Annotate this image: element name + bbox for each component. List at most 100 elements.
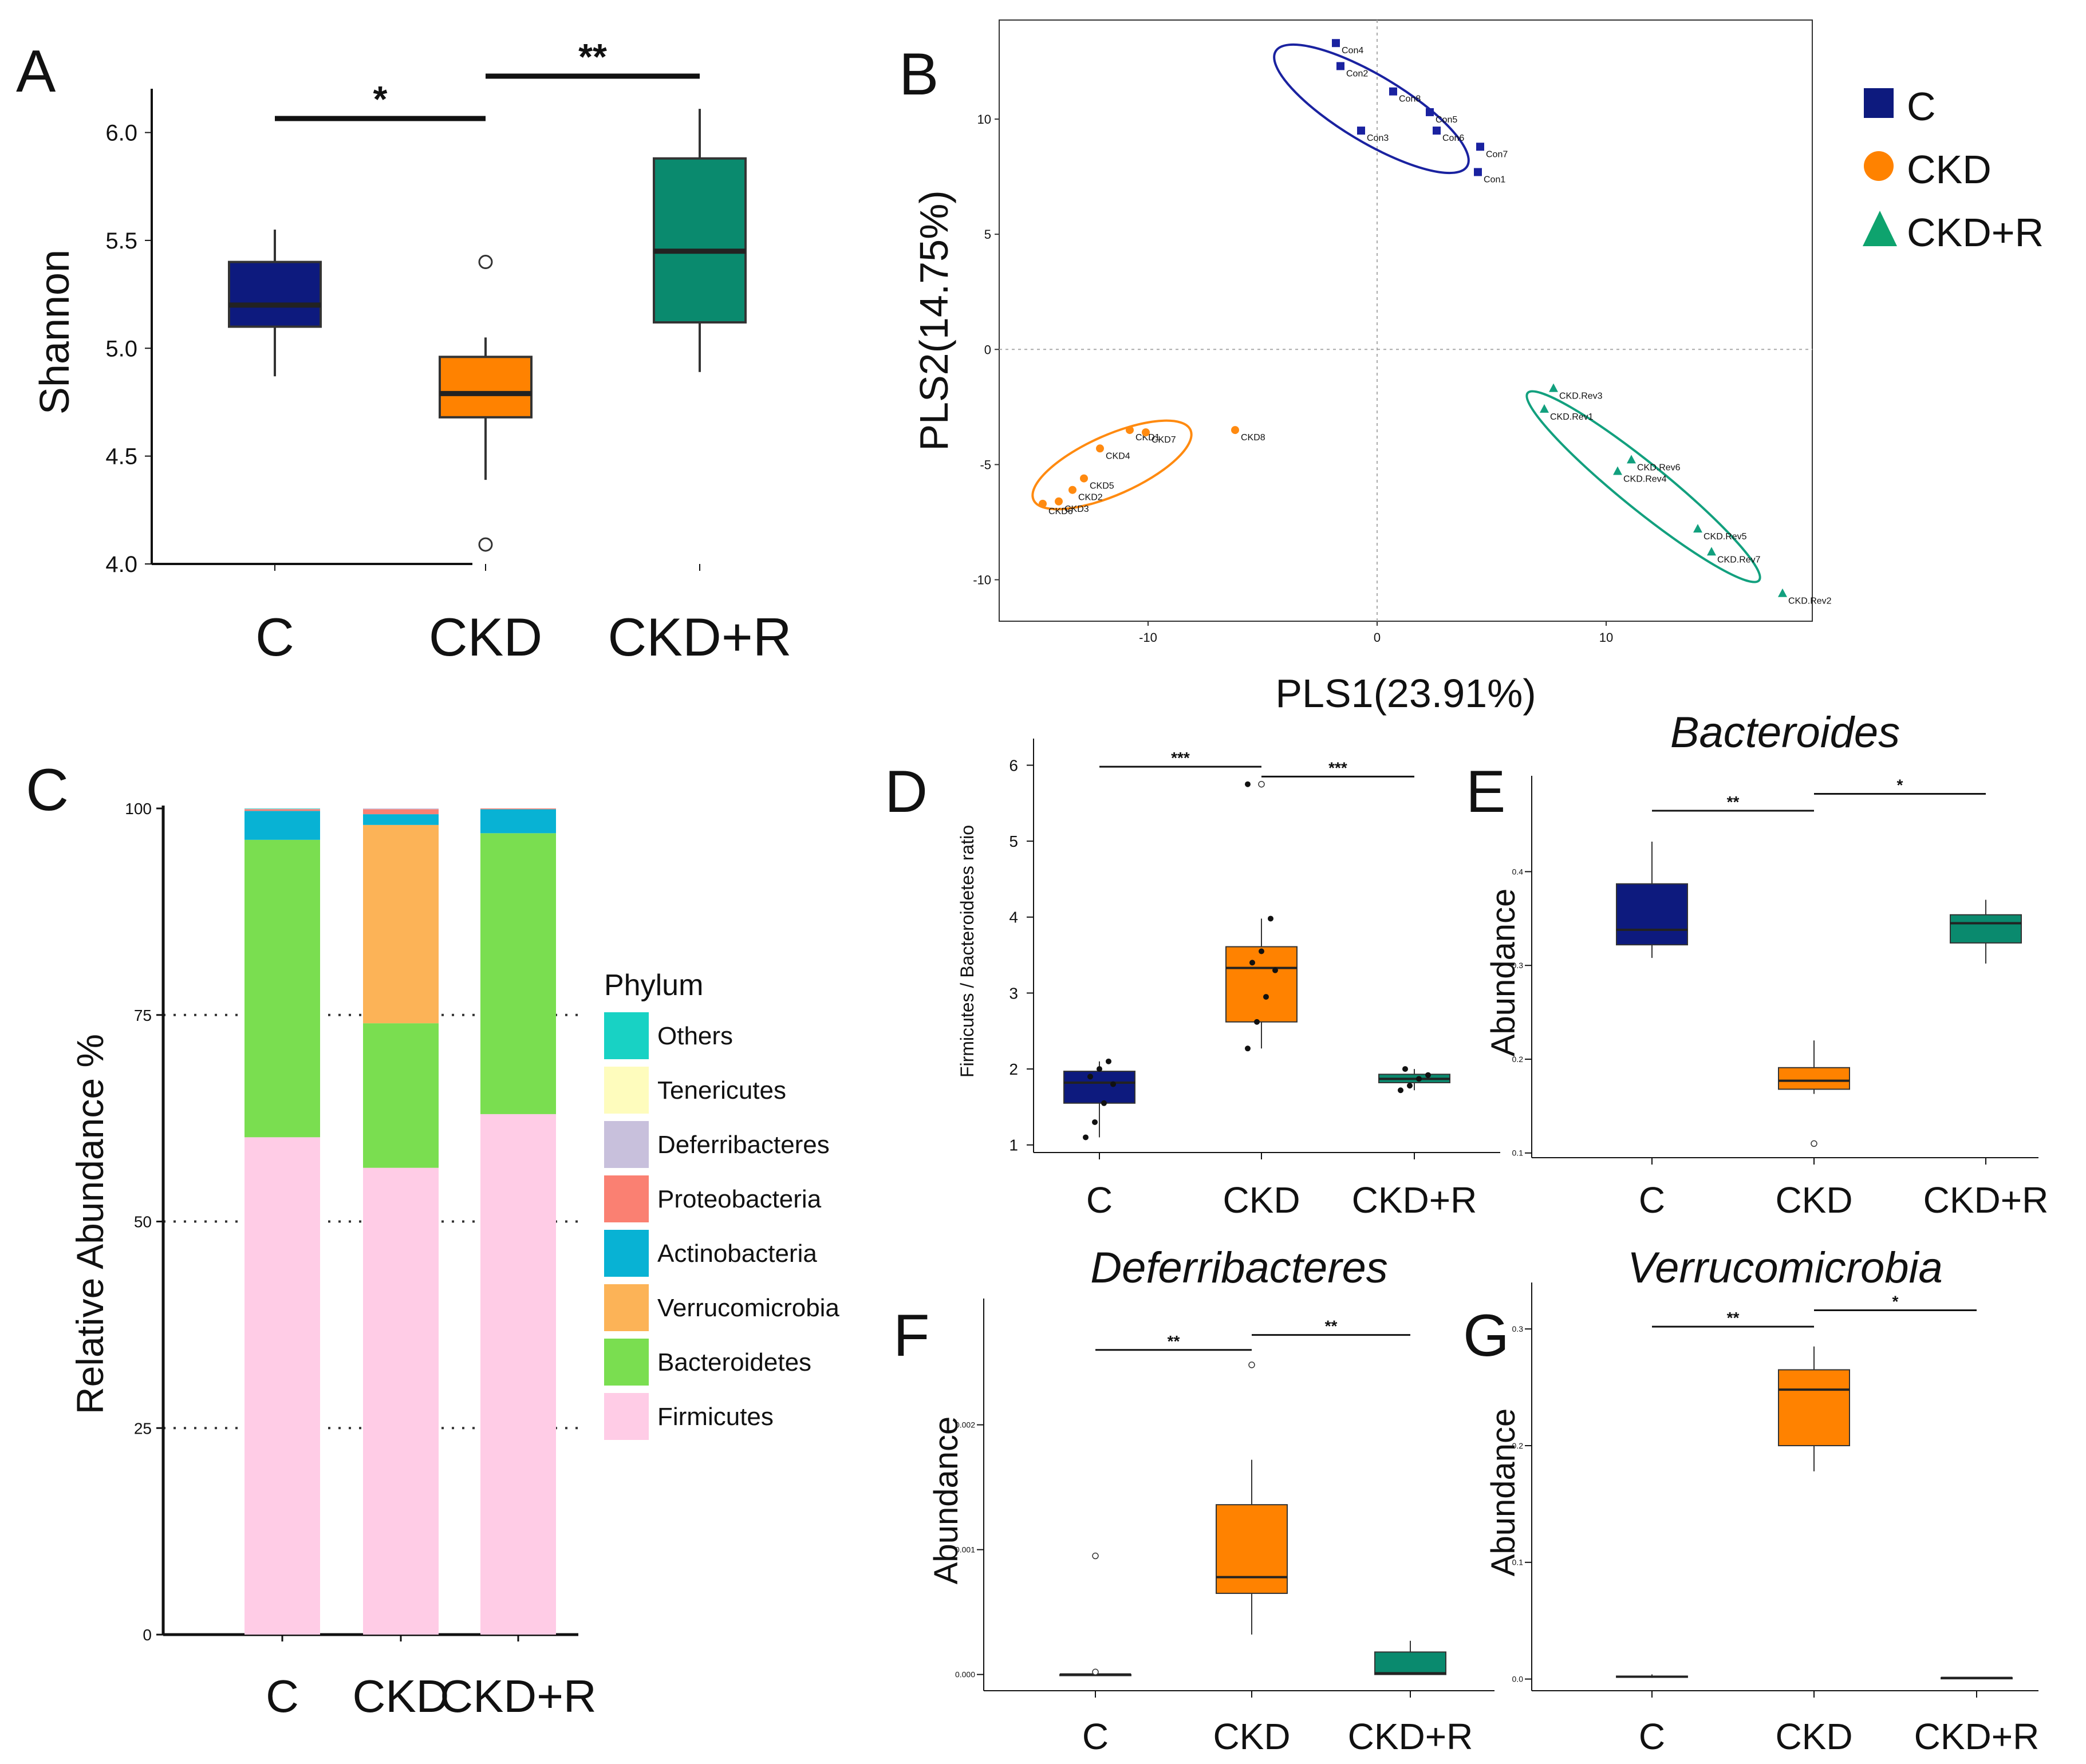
bar-segment-bacteroidetes [480,833,556,1114]
x-axis-label: PLS1(23.91%) [1275,671,1536,716]
data-point [1245,781,1251,787]
x-tick-label: -10 [1139,630,1157,645]
y-axis-label: Abundance [928,1416,965,1584]
point-label: CKD8 [1241,433,1265,443]
outlier-point [478,255,493,270]
legend-item-verrucomicrobia: Verrucomicrobia [604,1284,839,1331]
y-axis-label: Abundance [1485,1408,1522,1576]
stacked-bar-c [245,808,320,1635]
data-point [1097,1066,1102,1072]
scatter-point [1627,455,1636,464]
data-point [1402,1066,1408,1072]
legend-label: C [1907,84,1936,129]
box-body [1225,946,1298,1023]
panel-title: Deferribacteres [1090,1244,1388,1292]
scatter-point [1142,428,1150,437]
legend-swatch [604,1121,649,1168]
series-ckd-plus-r: CKD.Rev3 CKD.Rev1 CKD.Rev6 CKD.Rev4 CKD.Rev5… [1540,383,1832,606]
box-c [1616,1674,1688,1678]
scatter-point [1613,466,1622,475]
confidence-ellipse [1273,43,1470,175]
scatter-point [1474,168,1482,176]
scatter-point [1693,524,1702,533]
panel-d: D 1 2 3 4 5 6 C CKD CKD+R Firmicutes / Bacteroidet… [885,739,1500,1221]
box-c [1059,1552,1131,1676]
legend-swatch [604,1067,649,1114]
legend-label: CKD+R [1907,210,2044,255]
y-tick-label: 5 [984,227,991,242]
scatter-point [1039,499,1047,508]
y-axis-label: PLS2(14.75%) [912,190,956,451]
data-point [1101,1100,1107,1106]
y-tick-label: 0.1 [1512,1558,1524,1567]
bar-segment-others [245,808,320,809]
data-point [1268,915,1273,922]
x-tick-label: C [266,1671,299,1722]
legend-item-others: Others [604,1012,733,1059]
y-tick-label: 0.000 [955,1670,975,1679]
legend-label: Verrucomicrobia [657,1294,839,1322]
x-tick-label: C [255,607,294,667]
significance-label: *** [1328,759,1347,776]
scatter-point [1068,486,1076,494]
box-c [1616,842,1688,958]
legend-item-proteobacteria: Proteobacteria [604,1175,822,1222]
box-body [439,356,533,419]
x-tick-label: CKD [429,607,542,667]
y-tick-label: 0 [143,1626,152,1644]
panel-letter-b: B [899,41,938,108]
box-body [228,261,322,328]
scatter-point [1231,426,1239,435]
y-tick-label: 0.3 [1512,961,1524,970]
panel-b: B -10 -5 0 5 10 -10 0 10 PLS1(23.91%) PLS2(14.75%)… [899,19,2044,716]
x-tick-label: CKD [1775,1179,1852,1221]
box-body [1216,1504,1288,1594]
y-axis-label: Shannon [32,250,78,415]
point-label: CKD.Rev3 [1559,392,1603,401]
x-tick-label: C [1082,1716,1109,1757]
x-tick-label: CKD+R [1923,1179,2049,1221]
box-ckd-plus-r [1374,1640,1446,1675]
point-label: CKD.Rev7 [1717,555,1761,565]
legend-label: Others [657,1022,733,1050]
x-tick-label: CKD+R [440,1671,596,1722]
y-tick-label: 4.0 [105,552,137,577]
x-tick-label: C [1639,1179,1665,1221]
y-axis-label: Abundance [1485,889,1522,1056]
point-label: Con6 [1442,133,1464,143]
box-ckd [1778,1040,1850,1147]
legend-item-ckd-plus-r: CKD+R [1863,210,2044,255]
outlier-point [1248,1362,1255,1368]
box-body [1616,883,1688,946]
outlier-point [1092,1552,1099,1560]
x-tick-label: 10 [1599,630,1613,645]
legend-square-icon [1864,88,1894,118]
y-tick-label: 10 [977,112,991,127]
y-tick-label: 1 [1009,1136,1018,1154]
y-tick-label: 5.5 [105,228,137,254]
panel-f: F Deferribacteres 0.000 0.001 0.002 C CKD CKD+R… [893,1244,1494,1757]
point-label: CKD.Rev4 [1623,475,1667,484]
point-label: CKD2 [1078,493,1103,503]
box-body [1778,1369,1850,1446]
y-tick-label: 5 [1009,832,1018,850]
x-tick-label: CKD [1213,1716,1290,1757]
scatter-point [1778,588,1787,597]
data-point [1087,1074,1093,1080]
box-ckd-plus-r [653,109,747,372]
significance-label: * [373,78,388,120]
point-label: Con2 [1346,69,1368,78]
legend-label: Actinobacteria [657,1240,817,1268]
scatter-point [1549,383,1558,392]
box-ckd [1225,780,1298,1052]
box-body [1950,914,2022,944]
legend-circle-icon [1864,151,1894,181]
y-tick-label: 0.2 [1512,1055,1524,1064]
bar-segment-bacteroidetes [245,839,320,1138]
y-tick-label: 6 [1009,756,1018,774]
data-point [1425,1072,1431,1078]
outlier-point [1092,1668,1099,1676]
scatter-point [1080,474,1088,483]
point-label: Con1 [1484,175,1505,185]
